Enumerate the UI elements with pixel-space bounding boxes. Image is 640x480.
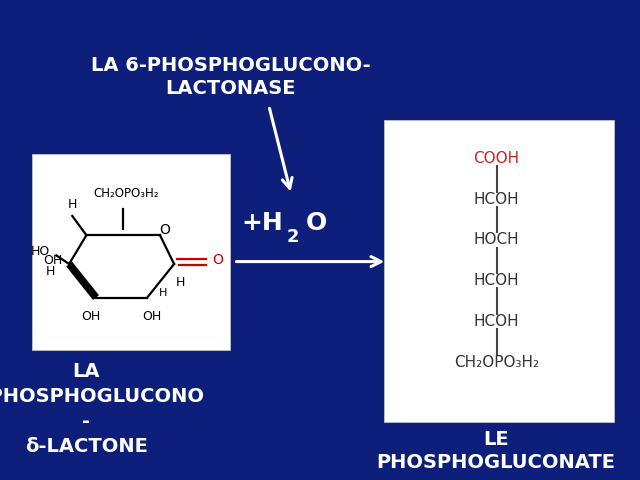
Text: 2: 2 <box>287 228 300 246</box>
Text: O: O <box>306 211 327 235</box>
Text: LE
PHOSPHOGLUCONATE: LE PHOSPHOGLUCONATE <box>376 430 616 472</box>
Text: O: O <box>212 253 223 267</box>
Text: +H: +H <box>242 211 284 235</box>
FancyBboxPatch shape <box>32 154 230 350</box>
Text: OH: OH <box>44 253 63 267</box>
Text: H: H <box>159 288 167 298</box>
Text: CH₂OPO₃H₂: CH₂OPO₃H₂ <box>93 187 159 200</box>
Text: HCOH: HCOH <box>474 192 520 207</box>
Text: CH₂OPO₃H₂: CH₂OPO₃H₂ <box>454 355 540 370</box>
Text: HO: HO <box>31 245 50 259</box>
Text: HOCH: HOCH <box>474 232 520 248</box>
Text: O: O <box>160 223 170 238</box>
Text: HCOH: HCOH <box>474 273 520 288</box>
Text: OH: OH <box>143 310 162 323</box>
Text: H: H <box>176 276 185 289</box>
Text: COOH: COOH <box>474 151 520 166</box>
Text: H: H <box>68 198 77 211</box>
Text: LA 6-PHOSPHOGLUCONO-
LACTONASE: LA 6-PHOSPHOGLUCONO- LACTONASE <box>91 56 370 98</box>
Text: HCOH: HCOH <box>474 314 520 329</box>
Text: LA
6-PHOSPHOGLUCONO
-
δ-LACTONE: LA 6-PHOSPHOGLUCONO - δ-LACTONE <box>0 362 205 456</box>
Text: H: H <box>45 264 55 278</box>
Text: OH: OH <box>81 310 100 323</box>
FancyBboxPatch shape <box>384 120 614 422</box>
